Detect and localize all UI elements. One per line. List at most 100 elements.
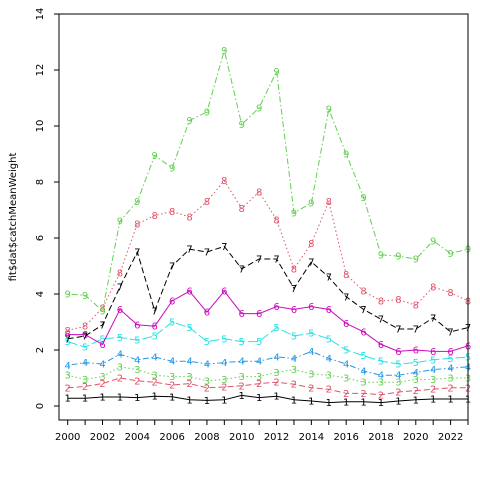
data-point-label: 5 xyxy=(326,334,332,345)
data-point-label: 9 xyxy=(273,67,279,78)
x-tick-label: 2008 xyxy=(194,432,219,443)
series-line xyxy=(67,394,468,404)
data-point-label: 1 xyxy=(395,396,401,407)
data-point-label: 3 xyxy=(99,372,105,383)
data-point-label: 1 xyxy=(343,397,349,408)
data-point-label: 5 xyxy=(82,343,88,354)
data-point-label: 2 xyxy=(117,374,123,385)
data-point-label: 3 xyxy=(343,374,349,385)
data-point-label: 8 xyxy=(430,283,436,294)
data-point-label: 9 xyxy=(169,164,175,175)
data-point-label: 6 xyxy=(82,330,88,341)
data-point-label: 6 xyxy=(273,302,279,313)
data-point-label: 3 xyxy=(152,371,158,382)
data-point-label: 6 xyxy=(447,347,453,358)
y-tick-label: 12 xyxy=(35,64,46,77)
x-tick-label: 2002 xyxy=(90,432,115,443)
data-point-label: 8 xyxy=(169,207,175,218)
data-point-label: 1 xyxy=(447,395,453,406)
data-point-label: 9 xyxy=(343,150,349,161)
data-point-label: 2 xyxy=(256,379,262,390)
data-point-label: 4 xyxy=(343,360,349,371)
data-point-label: 8 xyxy=(82,322,88,333)
data-point-label: 2 xyxy=(82,382,88,393)
data-point-label: 6 xyxy=(413,346,419,357)
data-point-label: 4 xyxy=(447,364,453,375)
data-point-label: 5 xyxy=(273,323,279,334)
data-point-label: 3 xyxy=(134,365,140,376)
data-point-label: 5 xyxy=(395,360,401,371)
data-point-label: 8 xyxy=(221,176,227,187)
data-point-label: 3 xyxy=(239,372,245,383)
data-point-label: 7 xyxy=(239,264,245,275)
data-point-label: 8 xyxy=(343,270,349,281)
data-point-label: 9 xyxy=(308,199,314,210)
data-point-label: 6 xyxy=(360,327,366,338)
data-point-label: 9 xyxy=(204,108,210,119)
data-point-label: 5 xyxy=(221,334,227,345)
data-point-label: 7 xyxy=(204,248,210,259)
data-point-label: 4 xyxy=(430,365,436,376)
x-tick-label: 2022 xyxy=(438,432,463,443)
data-point-label: 9 xyxy=(378,250,384,261)
data-point-label: 7 xyxy=(343,292,349,303)
data-point-label: 6 xyxy=(65,330,71,341)
data-point-label: 3 xyxy=(82,375,88,386)
data-point-label: 8 xyxy=(117,269,123,280)
data-point-label: 8 xyxy=(204,197,210,208)
y-tick-label: 6 xyxy=(35,235,46,241)
data-point-label: 1 xyxy=(256,393,262,404)
data-point-label: 5 xyxy=(65,337,71,348)
data-point-label: 1 xyxy=(99,393,105,404)
series-3: 3 3 33 33 3 3 3 3 3 3 3 3 3 3 3 3 3 3 3 3 3 3 xyxy=(65,362,472,388)
data-point-label: 5 xyxy=(256,337,262,348)
series-line xyxy=(67,245,469,340)
data-point-label: 8 xyxy=(413,301,419,312)
data-point-label: 5 xyxy=(413,358,419,369)
data-point-label: 4 xyxy=(273,353,279,364)
data-point-label: 5 xyxy=(186,323,192,334)
data-point-label: 7 xyxy=(117,283,123,294)
data-point-label: 7 xyxy=(99,320,105,331)
data-point-label: 8 xyxy=(291,264,297,275)
x-tick-label: 2012 xyxy=(264,432,289,443)
data-point-label: 2 xyxy=(395,388,401,399)
data-point-label: 3 xyxy=(378,378,384,389)
data-point-label: 7 xyxy=(413,325,419,336)
data-point-label: 5 xyxy=(99,334,105,345)
data-point-label: 1 xyxy=(186,395,192,406)
data-point-label: 8 xyxy=(152,211,158,222)
data-point-label: 4 xyxy=(186,357,192,368)
data-point-label: 3 xyxy=(447,374,453,385)
series-2: 2 2 22 2 2 2 2 2 2 2 2 2 2 2 2 2 2 2 2 2 2 2 2 xyxy=(65,374,472,402)
data-point-label: 9 xyxy=(239,120,245,131)
data-point-label: 7 xyxy=(273,255,279,266)
data-point-label: 2 xyxy=(221,382,227,393)
data-point-label: 2 xyxy=(447,383,453,394)
data-point-label: 8 xyxy=(273,215,279,226)
x-tick-label: 2004 xyxy=(125,432,150,443)
x-axis: 2000 2002 2004 2006 2008 2010 2012 2014 2016 2018… xyxy=(55,420,469,443)
data-point-label: 2 xyxy=(343,389,349,400)
data-point-label: 1 xyxy=(430,395,436,406)
data-point-label: 2 xyxy=(413,386,419,397)
data-point-label: 4 xyxy=(117,350,123,361)
data-point-label: 7 xyxy=(82,332,88,343)
data-point-label: 1 xyxy=(308,396,314,407)
y-tick-label: 8 xyxy=(35,179,46,185)
data-point-label: 9 xyxy=(117,217,123,228)
data-point-label: 2 xyxy=(65,383,71,394)
series-line xyxy=(67,179,469,331)
data-point-label: 3 xyxy=(360,378,366,389)
data-point-label: 1 xyxy=(378,398,384,409)
data-point-label: 2 xyxy=(169,381,175,392)
data-point-label: 9 xyxy=(430,236,436,247)
data-point-label: 6 xyxy=(221,287,227,298)
data-point-label: 6 xyxy=(395,347,401,358)
series-line xyxy=(67,350,469,376)
data-point-label: 6 xyxy=(256,309,262,320)
y-tick-label: 14 xyxy=(35,8,46,21)
data-point-label: 9 xyxy=(152,151,158,162)
data-point-label: 4 xyxy=(395,371,401,382)
